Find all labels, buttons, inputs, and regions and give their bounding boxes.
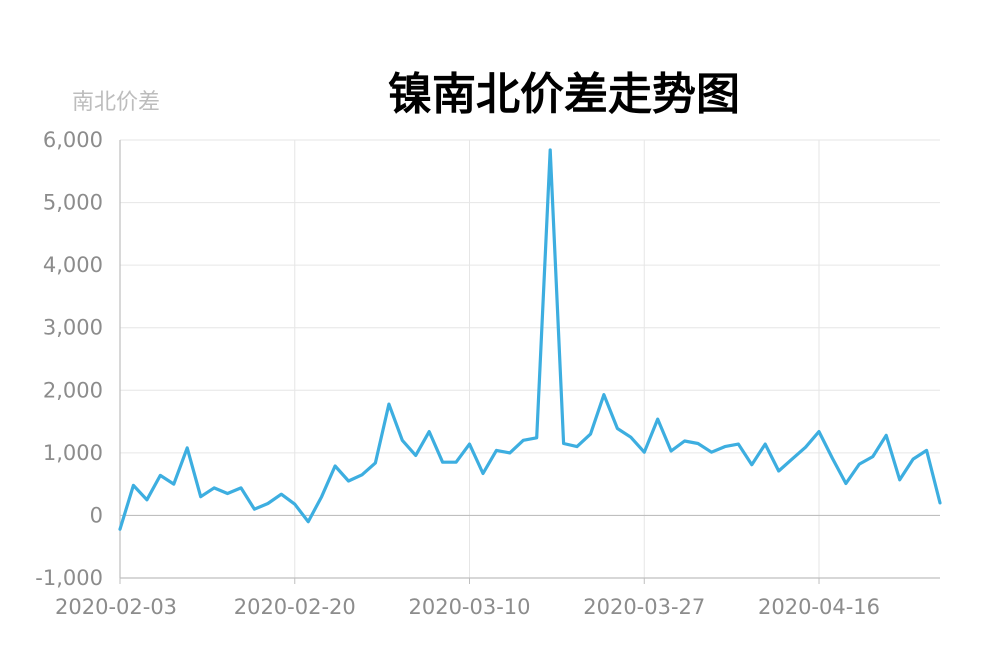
- x-tick-labels: 2020-02-03 2020-02-20 2020-03-10 2020-03-27…: [55, 595, 880, 619]
- y-tick-label: 1,000: [43, 441, 103, 465]
- y-tick-label: -1,000: [35, 566, 103, 590]
- x-tick-label: 2020-02-20: [234, 595, 356, 619]
- y-tick-label: 3,000: [43, 316, 103, 340]
- series-layer: [118, 148, 942, 531]
- x-tick-label: 2020-03-27: [583, 595, 705, 619]
- x-tick-label: 2020-04-16: [758, 595, 880, 619]
- y-axis-label: 南北价差: [72, 90, 161, 115]
- y-tick-labels: -1,000 0 1,000 2,000 3,000 4,000 5,000 6,000: [35, 128, 103, 590]
- y-tick-label: 6,000: [43, 128, 103, 152]
- chart-title: 镍南北价差走势图: [388, 69, 740, 120]
- series-line: [118, 148, 942, 531]
- y-tick-label: 4,000: [43, 253, 103, 277]
- y-tick-label: 2,000: [43, 378, 103, 402]
- x-tick-label: 2020-02-03: [55, 595, 177, 619]
- y-tick-label: 5,000: [43, 191, 103, 215]
- x-tick-label: 2020-03-10: [408, 595, 530, 619]
- y-tick-label: 0: [90, 503, 103, 527]
- gridlines: [120, 139, 940, 578]
- axes: [119, 140, 940, 584]
